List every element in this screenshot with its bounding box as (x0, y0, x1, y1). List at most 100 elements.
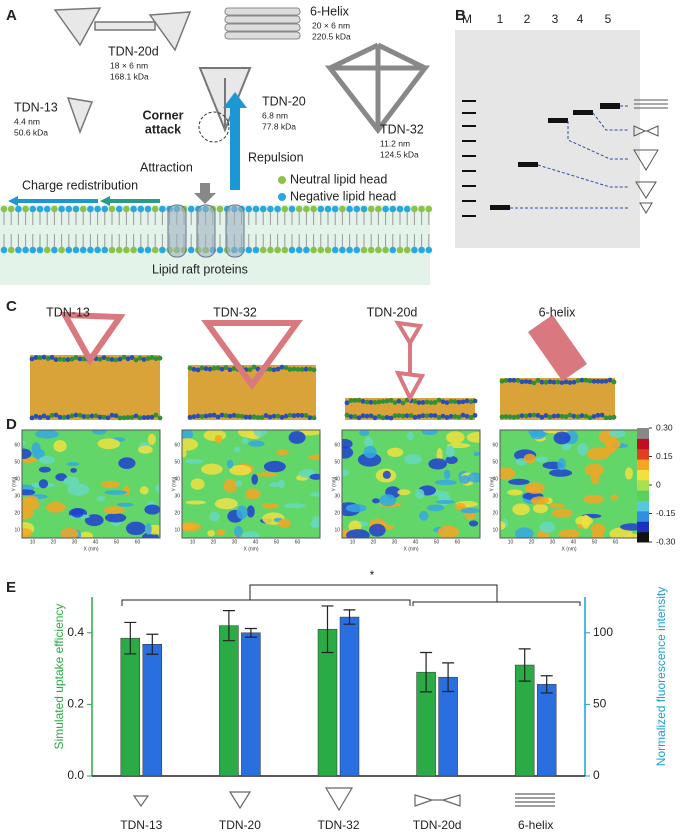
colorbar-label: -0.15 (656, 508, 676, 518)
bead (133, 357, 139, 363)
origami (59, 311, 126, 366)
lipid-head (353, 205, 361, 213)
lipid-head (418, 205, 425, 213)
bead (231, 366, 237, 372)
heatmap-blob (473, 451, 480, 457)
label: TDN-13 (14, 100, 58, 114)
heatmap-blob (253, 430, 267, 437)
lipid-head (303, 246, 310, 254)
y-tick-label: 50 (14, 459, 20, 465)
bead (105, 415, 111, 421)
bead (235, 413, 241, 419)
heatmap-blob (342, 438, 353, 449)
heatmap-blob (22, 440, 26, 446)
error-bar (540, 675, 553, 694)
bead (195, 413, 201, 419)
heatmap-blob (185, 459, 204, 464)
lipid-head (108, 246, 116, 254)
heatmap-blob (539, 521, 555, 533)
y-tick-label: 30 (14, 493, 20, 499)
frame (341, 429, 481, 539)
bead (307, 415, 313, 421)
x-tick-label: 30 (550, 539, 556, 545)
lipid-head (382, 246, 389, 254)
heatmap-blob (369, 523, 386, 537)
x-tick-label: 20 (371, 539, 377, 545)
label: 11.2 nm (380, 138, 410, 148)
x-tick-label: 20 (51, 539, 57, 545)
bead (583, 413, 589, 419)
bead (420, 413, 426, 419)
bead (101, 414, 107, 420)
heatmap-blob (235, 480, 243, 487)
bead (360, 399, 366, 404)
tdn32-model (324, 42, 431, 135)
heatmap-blob (229, 465, 252, 476)
bead (41, 413, 47, 419)
y-tick-label: 10 (334, 527, 340, 533)
bar (120, 637, 141, 777)
bead (567, 380, 573, 385)
x-tick-label: 60 (455, 539, 461, 545)
heatmap-blob (147, 433, 156, 445)
y-tick-label: 20 (492, 510, 498, 516)
heatmap-blob (583, 494, 605, 504)
bead (153, 412, 159, 418)
heatmap-blob (97, 438, 121, 450)
heatmap-blob (182, 438, 199, 451)
bead (607, 415, 613, 421)
label: 6.8 nm (262, 110, 288, 120)
bead (607, 377, 613, 383)
category-icons (132, 787, 555, 812)
heatmap-blob (103, 506, 125, 515)
bead (191, 414, 197, 420)
bead (559, 380, 565, 385)
heatmap-blob (125, 521, 146, 536)
lipid-head (295, 246, 303, 254)
lipid-head (101, 246, 109, 254)
lipid-head (29, 246, 37, 254)
y-axis-label: Y (nm) (331, 476, 337, 491)
bead (511, 377, 517, 383)
lipid-head (310, 246, 317, 254)
heatmap-blob (435, 499, 455, 504)
error-bar (442, 662, 455, 693)
bead (207, 366, 213, 372)
bead (303, 413, 309, 418)
error-bar (124, 621, 137, 655)
bead (291, 366, 297, 372)
heatmap-blob (548, 469, 573, 477)
lipid-head (137, 246, 145, 254)
bead (299, 413, 305, 418)
bead (432, 413, 438, 419)
bead (344, 400, 350, 406)
lipid-head (403, 205, 411, 213)
label: TDN-32 (213, 305, 257, 319)
bead (460, 412, 466, 418)
heatmap-blob (201, 463, 223, 475)
heatmap-blob (116, 502, 134, 507)
colorbar-label: -0.30 (656, 536, 676, 546)
bead (105, 356, 111, 362)
label: Attraction (140, 160, 193, 174)
legend-dot (278, 176, 286, 184)
bead (555, 413, 561, 419)
label: Lipid raft proteins (152, 262, 248, 276)
lipid-head (65, 205, 73, 213)
heatmap-blob (53, 440, 67, 453)
heatmap-blob (515, 527, 534, 538)
bead (603, 415, 609, 421)
heatmap-blob (263, 460, 286, 473)
bead (603, 378, 609, 384)
bead (392, 413, 398, 419)
y-tick-label: 60 (14, 442, 20, 448)
panel-d: 10 10 20 20 30 30 40 40 50 50 60 60 X (nm) Y (nm) 10 10… (11, 422, 675, 552)
y-tick-label: 0.4 (67, 625, 84, 639)
lipid-head (36, 246, 44, 254)
heatmap-blob (577, 443, 589, 456)
bead (348, 398, 354, 403)
bead (456, 414, 462, 420)
y-tick-label: 0.2 (67, 697, 84, 711)
annotation: * (370, 568, 375, 582)
